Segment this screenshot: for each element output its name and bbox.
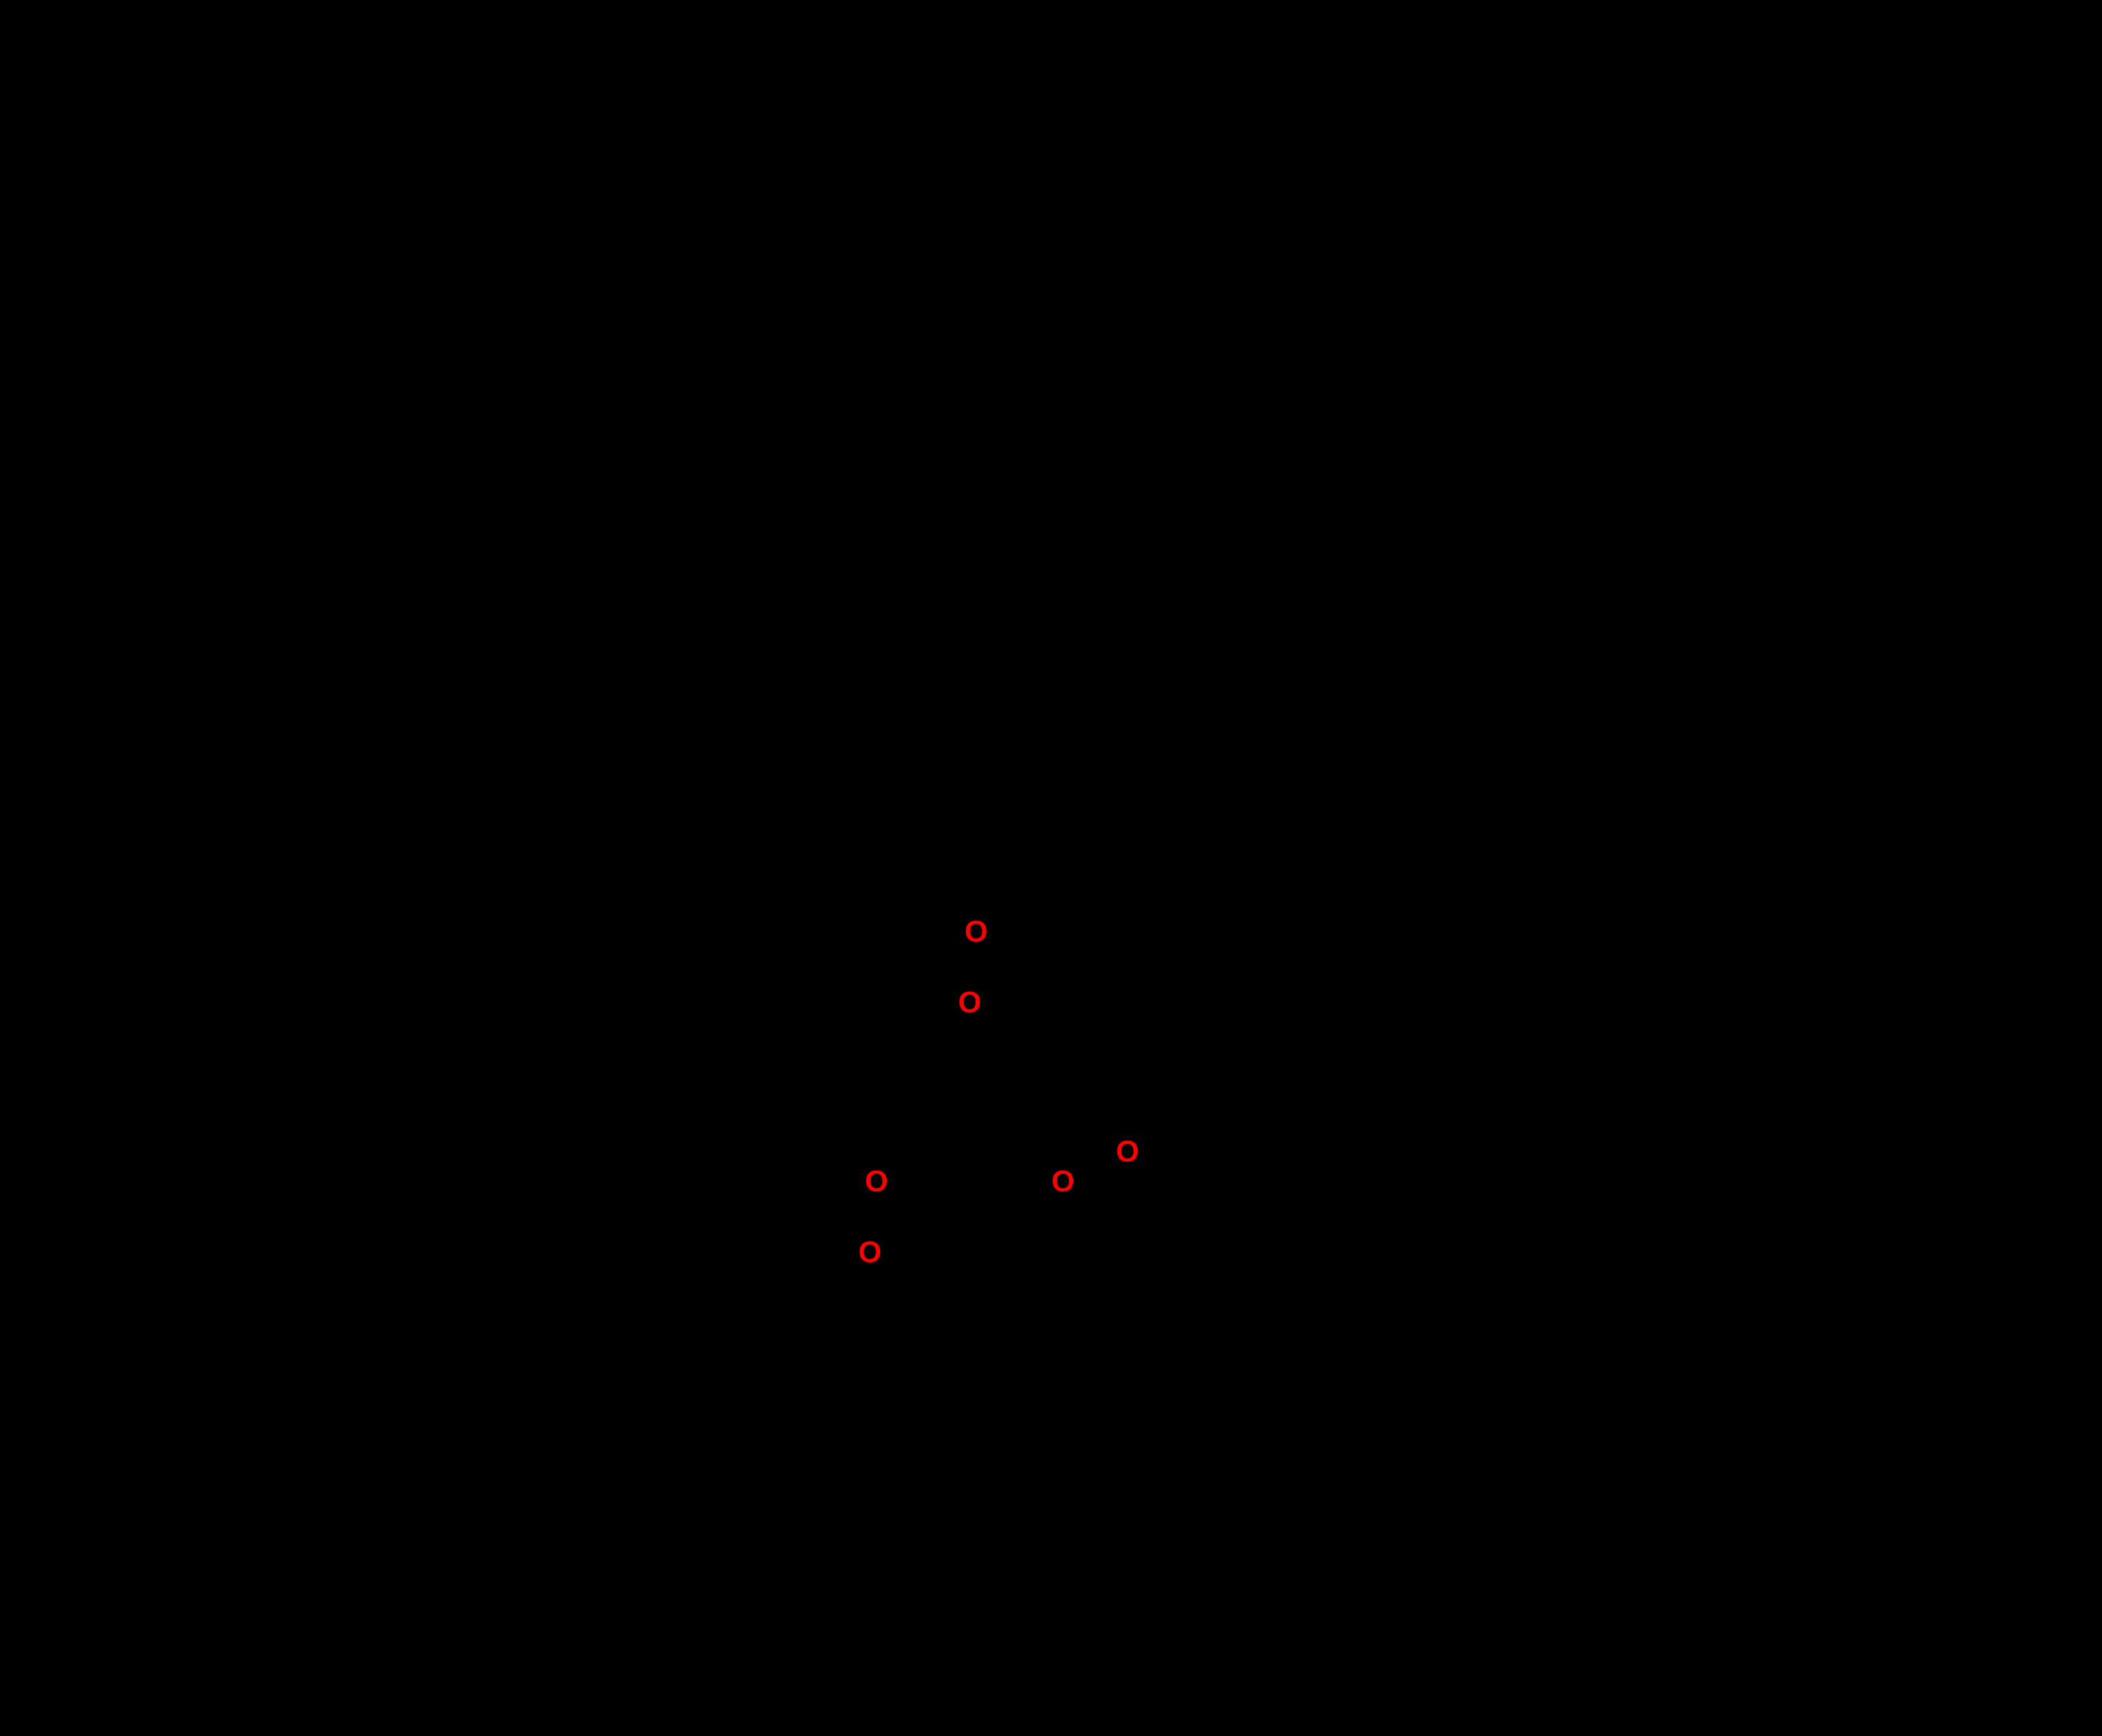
atom-O3: O [1051,1166,1074,1199]
bond-8-a [997,939,1037,962]
bond-39 [1658,809,1695,874]
bond-13 [662,1284,700,1349]
bond-9 [1081,1192,1127,1219]
bond-54 [1575,1552,1613,1617]
bond-48 [1314,1284,1352,1349]
bond-8-b [992,946,1032,969]
bond-35 [1445,708,1482,773]
bond-1 [970,1070,1063,1115]
bond-11 [774,1219,812,1284]
molecule-canvas: O O O O O O [0,0,2102,1736]
bond-22 [364,1682,401,1736]
bond-5 [812,1192,858,1219]
bond-41 [1770,874,1807,939]
bond-36-b [1484,703,1549,740]
bond-37 [1546,745,1584,810]
bond-15 [550,1348,588,1413]
bond-20 [364,1552,401,1617]
molecule-svg [0,0,2102,1736]
bond-7 [988,966,1034,993]
bond-31 [1221,837,1258,902]
atom-O3d: O [1116,1136,1139,1169]
bond-55 [1575,1617,1613,1682]
bond-6-a [809,1223,850,1246]
atom-O1d: O [859,1236,882,1270]
bond-21 [364,1617,401,1682]
atom-O2d: O [964,916,988,949]
bond-29 [1109,901,1146,966]
bond-36-a [1480,711,1545,749]
bond-52 [1538,1413,1575,1478]
atom-O1: O [865,1166,888,1199]
bond-43 [1882,938,1919,1003]
bond-0 [876,1070,970,1115]
bond-46 [1202,1219,1240,1284]
bond-50 [1426,1348,1463,1413]
bond-33 [1333,772,1370,837]
bond-6-b [814,1215,854,1239]
bond-17 [439,1413,476,1478]
atom-O2: O [958,987,981,1020]
bond-56 [1575,1682,1613,1736]
